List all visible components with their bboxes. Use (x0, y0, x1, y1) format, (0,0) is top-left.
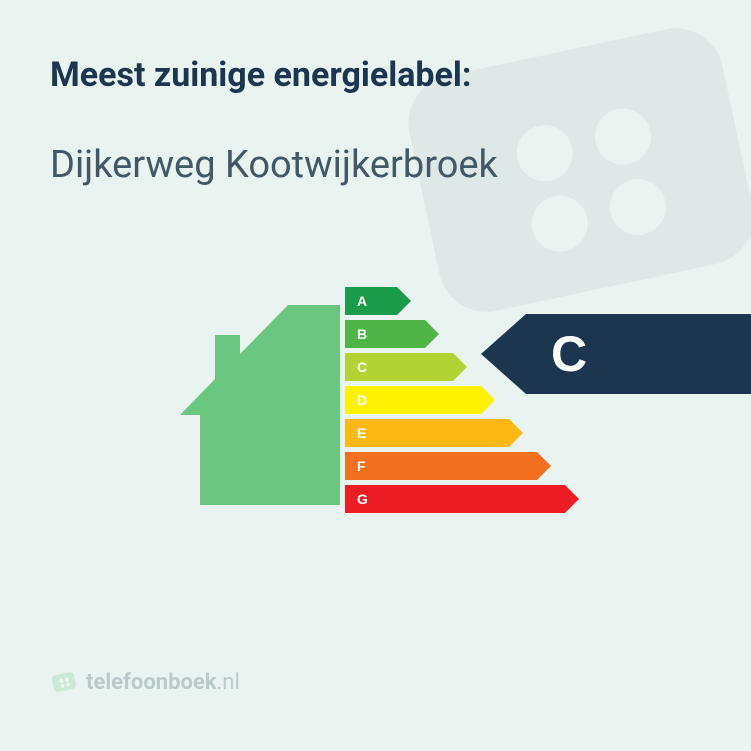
energy-bar-label: F (357, 458, 366, 474)
selected-label-badge: C (481, 314, 751, 394)
energy-bar-label: G (357, 491, 368, 507)
brand-name: telefoonboek.nl (86, 670, 240, 695)
brand-tld: .nl (217, 670, 240, 695)
energy-bar-f: F (345, 452, 579, 480)
energy-label-card: Meest zuinige energielabel: Dijkerweg Ko… (0, 0, 751, 751)
energy-bar-label: D (357, 392, 367, 408)
card-title: Meest zuinige energielabel: (50, 55, 701, 95)
energy-chart: A B C D E F G C (185, 257, 701, 557)
brand-icon (50, 668, 78, 696)
brand-word: telefoonboek (86, 670, 217, 695)
energy-bar-g: G (345, 485, 579, 513)
energy-bar-label: A (357, 293, 367, 309)
footer-brand: telefoonboek.nl (50, 668, 240, 696)
energy-bar-e: E (345, 419, 579, 447)
energy-bar-label: C (357, 359, 367, 375)
energy-bar-a: A (345, 287, 579, 315)
energy-bar-label: E (357, 425, 366, 441)
content-wrapper: Meest zuinige energielabel: Dijkerweg Ko… (50, 55, 701, 557)
energy-bar-label: B (357, 326, 367, 342)
card-subtitle: Dijkerweg Kootwijkerbroek (50, 143, 701, 187)
selected-label-text: C (551, 325, 587, 383)
house-icon (180, 305, 340, 505)
